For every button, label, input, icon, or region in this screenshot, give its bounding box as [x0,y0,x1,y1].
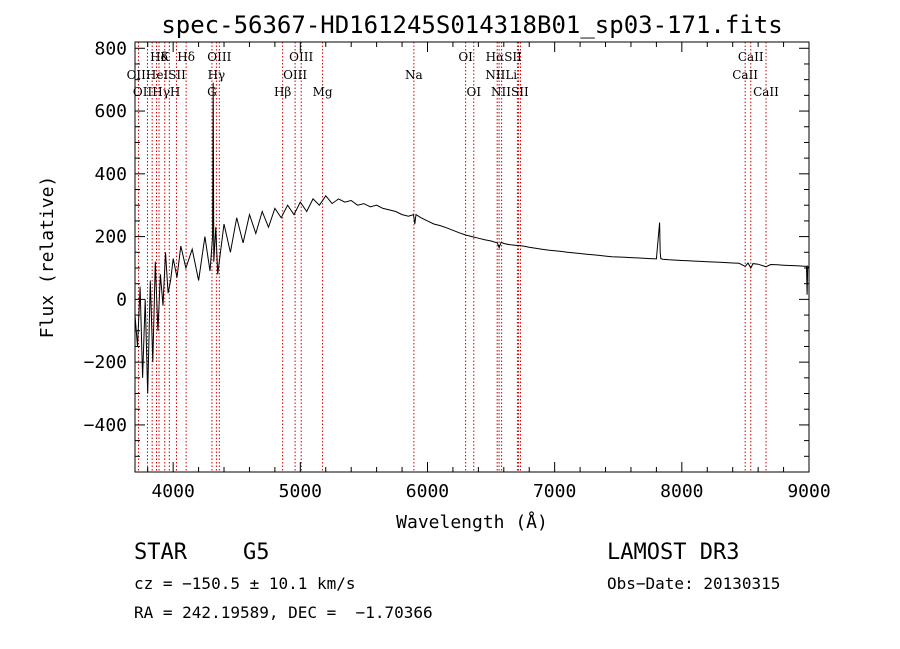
x-tick-label-0: 4000 [151,481,194,502]
line-label-2: Hδ [177,50,195,64]
y-tick-label-4: 400 [94,164,127,185]
line-label-10: OIII [283,68,307,82]
x-tick-label-4: 8000 [660,481,703,502]
line-label-13: CaII [732,68,758,82]
object-class: STAR [134,540,187,565]
x-tick-label-5: 9000 [787,481,830,502]
y-tick-label-5: 600 [94,101,127,122]
line-label-18: OI [466,85,481,99]
line-label-3: OIII [207,50,231,64]
line-label-14: OIIHγH [133,85,180,99]
x-axis-label: Wavelength (Å) [396,511,548,533]
x-tick-label-2: 6000 [406,481,449,502]
line-label-15: G [207,85,217,99]
line-markers [137,42,767,472]
line-label-1: K [160,50,170,64]
line-label-17: Mg [313,85,333,99]
x-tick-label-1: 5000 [279,481,322,502]
line-label-7: CaII [738,50,764,64]
coordinates-text: RA = 242.19589, DEC = −1.70366 [134,603,433,622]
y-tick-label-6: 800 [94,38,127,59]
y-axis-ticks: −400 −200 0 200 400 600 800 [84,38,809,457]
observation-date: Obs−Date: 20130315 [607,574,781,593]
y-tick-label-2: 0 [116,289,127,310]
y-tick-label-1: −200 [84,352,127,373]
line-label-4: OIII [289,50,313,64]
y-tick-label-0: −400 [84,415,127,436]
line-label-19: NIISII [491,85,529,99]
line-label-6: HαSII [486,50,523,64]
series-line-spectrum [134,82,810,394]
line-label-12: NIILi [485,68,517,82]
line-label-16: Hβ [274,85,291,99]
x-axis-ticks: 4000 5000 6000 7000 8000 9000 [147,42,831,502]
line-label-20: CaII [753,85,779,99]
line-label-5: OI [458,50,473,64]
x-tick-label-3: 7000 [533,481,576,502]
y-axis-label: Flux (relative) [37,176,58,339]
y-tick-label-3: 200 [94,227,127,248]
object-subclass: G5 [243,540,270,565]
spectrum-series [134,82,810,394]
redshift-text: cz = −150.5 ± 10.1 km/s [134,574,356,593]
survey-name: LAMOST DR3 [607,540,740,565]
line-label-9: Hγ [208,68,226,82]
plot-frame [134,41,810,473]
chart-title: spec-56367-HD161245S014318B01_sp03-171.f… [161,11,782,39]
line-label-0: Hδ [150,50,168,64]
line-label-11: Na [405,68,423,82]
line-label-8: OIIHeISII [127,68,187,82]
